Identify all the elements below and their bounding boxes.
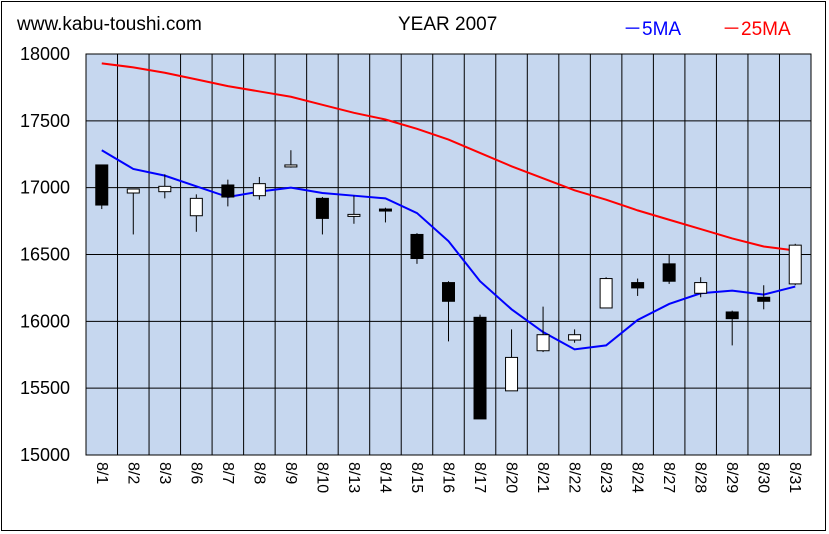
y-tick-label: 16000 (20, 311, 70, 331)
candle-body (158, 185, 172, 193)
candle-body (536, 334, 550, 352)
candle-body (568, 334, 582, 341)
x-tick-label: 8/6 (187, 462, 204, 484)
plot-border (85, 53, 812, 456)
x-tick-label: 8/24 (629, 462, 646, 493)
candle-body (725, 311, 739, 320)
x-tick-label: 8/1 (93, 462, 110, 484)
x-tick-label: 8/23 (597, 462, 614, 493)
candle-body (694, 282, 708, 294)
y-tick-label: 16500 (20, 245, 70, 265)
25ma-line (101, 62, 796, 252)
x-tick-label: 8/31 (786, 462, 803, 493)
x-tick-label: 8/29 (723, 462, 740, 493)
x-tick-label: 8/30 (755, 462, 772, 493)
x-tick-label: 8/14 (376, 462, 393, 493)
legend-5ma: －5MA (623, 19, 682, 40)
x-tick-label: 8/9 (282, 462, 299, 484)
x-tick-label: 8/10 (313, 462, 330, 493)
legend-25ma: －25MA (722, 19, 791, 40)
y-tick-label: 17000 (20, 178, 70, 198)
candle-body (95, 164, 109, 206)
candle-body (505, 356, 519, 392)
candle-body (347, 213, 361, 217)
x-tick-label: 8/21 (534, 462, 551, 493)
x-tick-label: 8/15 (408, 462, 425, 493)
candle-body (757, 296, 771, 302)
candle-body (378, 208, 392, 212)
x-tick-label: 8/3 (156, 462, 173, 484)
x-tick-label: 8/16 (440, 462, 457, 493)
site-name: www.kabu-toushi.com (17, 14, 202, 35)
candle-body (315, 197, 329, 219)
x-tick-label: 8/20 (503, 462, 520, 493)
candle-body (473, 316, 487, 420)
candle-body (599, 278, 613, 309)
x-tick-label: 8/17 (471, 462, 488, 493)
x-tick-label: 8/28 (692, 462, 709, 493)
chart-title: YEAR 2007 (398, 14, 498, 35)
candle-body (631, 282, 645, 289)
x-tick-label: 8/27 (660, 462, 677, 493)
x-tick-label: 8/7 (219, 462, 236, 484)
candle-body (442, 282, 455, 302)
y-tick-label: 15000 (20, 445, 70, 465)
candle-body (221, 184, 235, 198)
y-tick-label: 17500 (20, 111, 70, 131)
candle-body (189, 197, 203, 217)
5ma-line (101, 149, 796, 351)
x-tick-label: 8/13 (345, 462, 362, 493)
candle-body (252, 183, 266, 197)
candle-body (662, 263, 676, 282)
y-tick-label: 18000 (20, 44, 70, 64)
candle-body (788, 244, 802, 285)
candle-body (284, 164, 298, 168)
y-tick-label: 15500 (20, 378, 70, 398)
candle-body (126, 188, 140, 194)
x-tick-label: 8/22 (566, 462, 583, 493)
x-tick-label: 8/2 (124, 462, 141, 484)
x-tick-label: 8/8 (250, 462, 267, 484)
candle-body (410, 233, 424, 260)
